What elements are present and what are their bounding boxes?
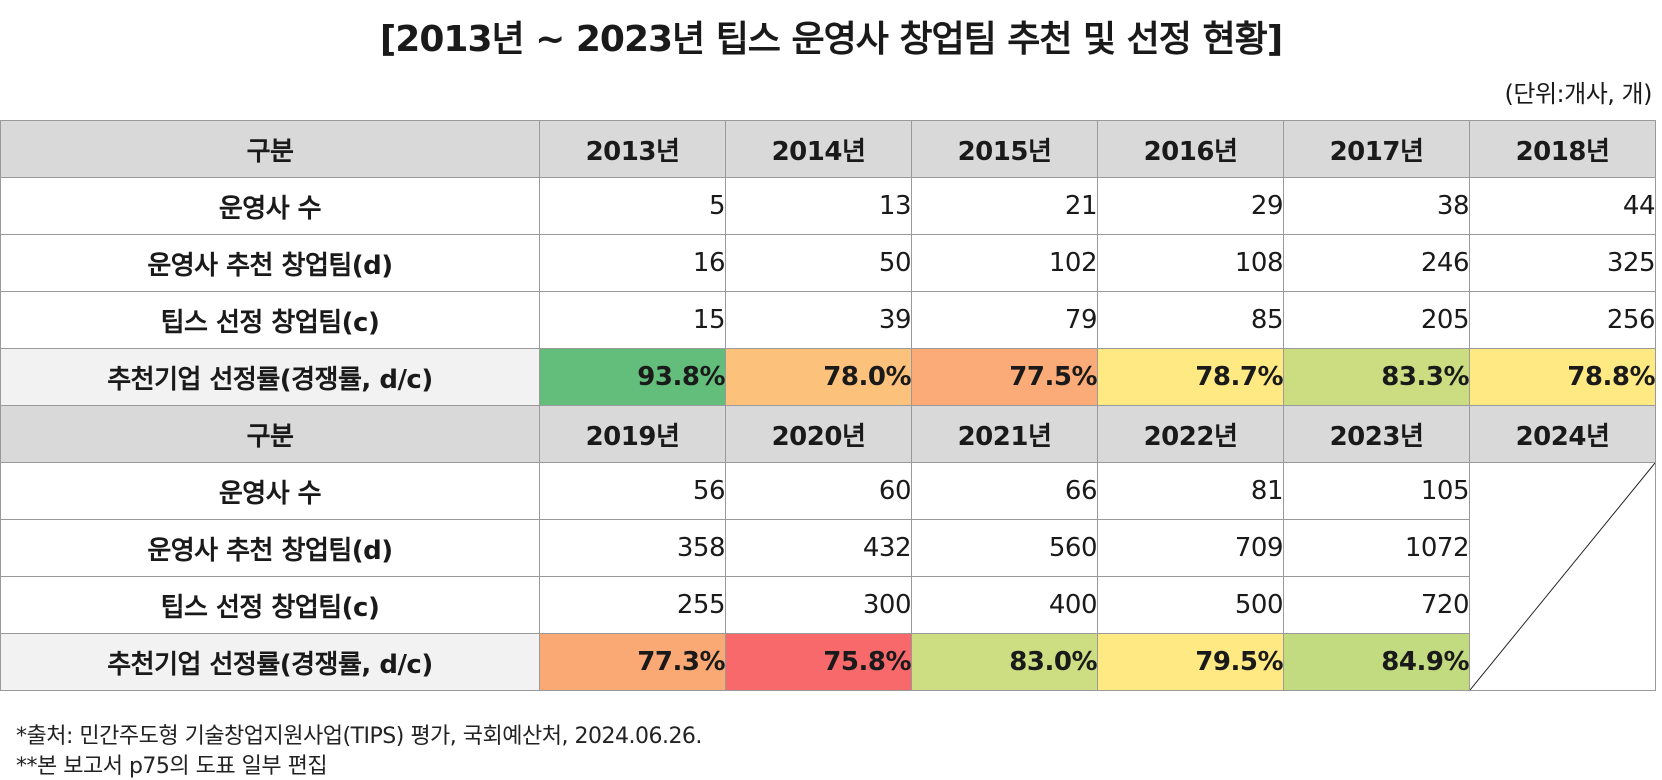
table-cell: 325	[1469, 234, 1656, 292]
table-row: 팁스 선정 창업팀(c) 15 39 79 85 205 256	[0, 291, 1656, 349]
year-header: 2021년	[911, 405, 1098, 463]
table-cell: 85	[1097, 291, 1284, 349]
table-cell: 81	[1097, 462, 1284, 520]
rate-cell: 79.5%	[1097, 633, 1284, 691]
year-header: 2013년	[539, 120, 726, 178]
rate-cell: 93.8%	[539, 348, 726, 406]
year-header: 2019년	[539, 405, 726, 463]
table-row: 운영사 수 56 60 66 81 105	[0, 462, 1656, 691]
rate-cell: 77.3%	[539, 633, 726, 691]
row-label: 운영사 추천 창업팀(d)	[0, 234, 540, 292]
table-cell: 400	[911, 576, 1098, 634]
rate-cell: 78.7%	[1097, 348, 1284, 406]
page-title: [2013년 ~ 2023년 팁스 운영사 창업팀 추천 및 선정 현황]	[379, 19, 1283, 60]
row-label: 팁스 선정 창업팀(c)	[0, 291, 540, 349]
table-cell: 38	[1283, 177, 1470, 235]
rate-cell: 75.8%	[725, 633, 912, 691]
diagonal-slash-icon	[1470, 463, 1655, 690]
table-cell: 720	[1283, 576, 1470, 634]
row-label: 운영사 수	[0, 177, 540, 235]
year-header: 2024년	[1469, 405, 1656, 463]
year-header: 2020년	[725, 405, 912, 463]
table-cell: 29	[1097, 177, 1284, 235]
table-cell: 500	[1097, 576, 1284, 634]
rate-cell: 78.0%	[725, 348, 912, 406]
header-label: 구분	[0, 405, 540, 463]
year-header: 2023년	[1283, 405, 1470, 463]
year-header: 2016년	[1097, 120, 1284, 178]
year-header: 2018년	[1469, 120, 1656, 178]
source-note: *출처: 민간주도형 기술창업지원사업(TIPS) 평가, 국회예산처, 202…	[16, 724, 702, 749]
empty-cell-2024	[1469, 462, 1656, 691]
table-cell: 105	[1283, 462, 1470, 520]
table-cell: 1072	[1283, 519, 1470, 577]
table-cell: 13	[725, 177, 912, 235]
header-row: 구분 2019년 2020년 2021년 2022년 2023년 2024년	[0, 405, 1656, 463]
table-cell: 79	[911, 291, 1098, 349]
table-cell: 102	[911, 234, 1098, 292]
table-cell: 39	[725, 291, 912, 349]
table-cell: 108	[1097, 234, 1284, 292]
year-header: 2015년	[911, 120, 1098, 178]
header-label: 구분	[0, 120, 540, 178]
table-cell: 709	[1097, 519, 1284, 577]
table-cell: 246	[1283, 234, 1470, 292]
rate-cell: 83.3%	[1283, 348, 1470, 406]
table-cell: 60	[725, 462, 912, 520]
table-cell: 50	[725, 234, 912, 292]
rate-row: 추천기업 선정률(경쟁률, d/c) 93.8% 78.0% 77.5% 78.…	[0, 348, 1656, 406]
header-row: 구분 2013년 2014년 2015년 2016년 2017년 2018년	[0, 120, 1656, 178]
year-header: 2022년	[1097, 405, 1284, 463]
table-cell: 5	[539, 177, 726, 235]
table-cell: 21	[911, 177, 1098, 235]
table-cell: 560	[911, 519, 1098, 577]
rate-cell: 84.9%	[1283, 633, 1470, 691]
row-label: 운영사 수	[0, 462, 540, 520]
table-cell: 300	[725, 576, 912, 634]
rate-cell: 78.8%	[1469, 348, 1656, 406]
unit-label: (단위:개사, 개)	[1504, 80, 1653, 108]
rate-label: 추천기업 선정률(경쟁률, d/c)	[0, 633, 540, 691]
rate-row: 추천기업 선정률(경쟁률, d/c) 77.3% 75.8% 83.0% 79.…	[0, 633, 1656, 691]
rate-label: 추천기업 선정률(경쟁률, d/c)	[0, 348, 540, 406]
edit-note: **본 보고서 p75의 도표 일부 편집	[16, 754, 328, 779]
table-cell: 66	[911, 462, 1098, 520]
table-cell: 432	[725, 519, 912, 577]
table-cell: 256	[1469, 291, 1656, 349]
row-label: 운영사 추천 창업팀(d)	[0, 519, 540, 577]
table-row: 팁스 선정 창업팀(c) 255 300 400 500 720	[0, 576, 1656, 634]
table-cell: 358	[539, 519, 726, 577]
table-cell: 56	[539, 462, 726, 520]
table-row: 운영사 추천 창업팀(d) 16 50 102 108 246 325	[0, 234, 1656, 292]
rate-cell: 83.0%	[911, 633, 1098, 691]
tips-table: 구분 2013년 2014년 2015년 2016년 2017년 2018년 운…	[0, 120, 1656, 691]
table-cell: 15	[539, 291, 726, 349]
table-row: 운영사 추천 창업팀(d) 358 432 560 709 1072	[0, 519, 1656, 577]
table-cell: 255	[539, 576, 726, 634]
rate-cell: 77.5%	[911, 348, 1098, 406]
year-header: 2014년	[725, 120, 912, 178]
row-label: 팁스 선정 창업팀(c)	[0, 576, 540, 634]
year-header: 2017년	[1283, 120, 1470, 178]
table-cell: 16	[539, 234, 726, 292]
table-row: 운영사 수 5 13 21 29 38 44	[0, 177, 1656, 235]
table-cell: 44	[1469, 177, 1656, 235]
table-cell: 205	[1283, 291, 1470, 349]
